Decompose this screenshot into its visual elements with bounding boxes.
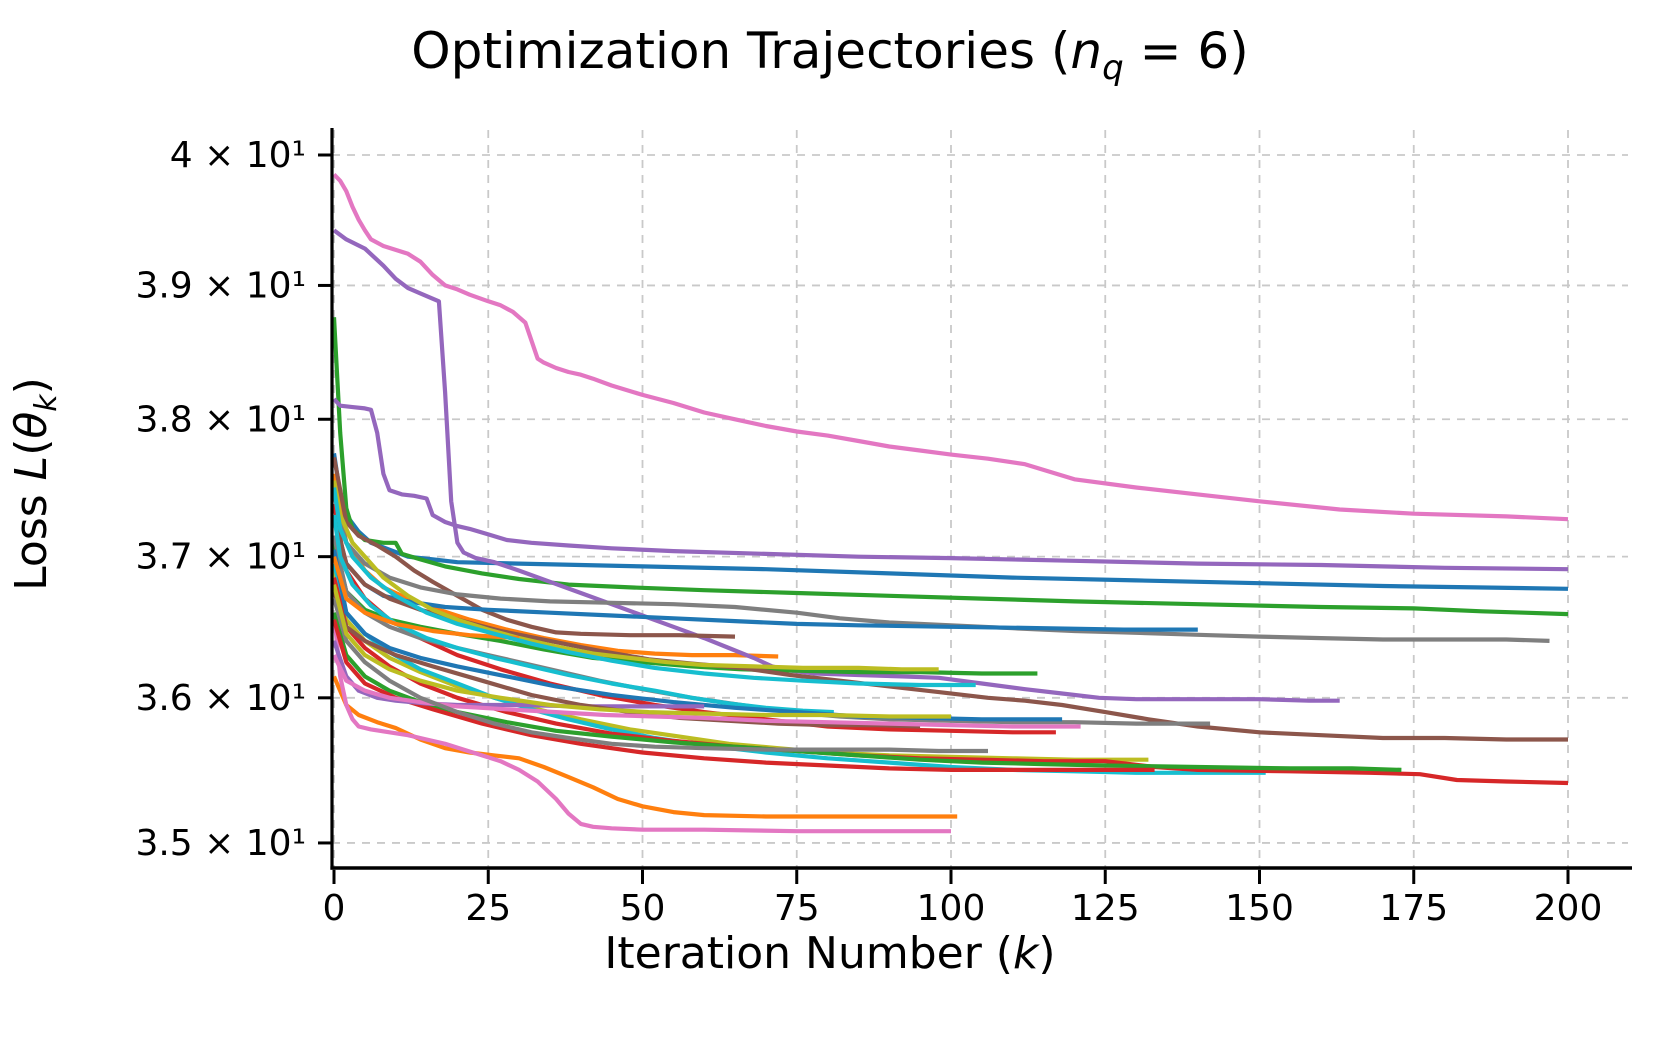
x-tick-label: 150 <box>1225 888 1294 929</box>
trajectory-line-run-08 <box>331 493 1550 643</box>
chart-title-text: Optimization Trajectories ( <box>411 22 1071 80</box>
trajectory-line-run-29 <box>331 584 951 719</box>
trajectory-line-run-12 <box>332 675 958 819</box>
x-axis-label-suffix: ) <box>1038 928 1056 979</box>
y-tick-label: 4 × 10¹ <box>170 135 306 176</box>
trajectory-line-run-11 <box>331 517 1198 632</box>
chart-title-sub: q <box>1102 48 1124 88</box>
chart-title: Optimization Trajectories (nq = 6) <box>0 22 1660 88</box>
x-tick-label: 125 <box>1071 888 1140 929</box>
trajectory-line-run-06 <box>331 457 736 639</box>
x-tick-label: 200 <box>1534 888 1603 929</box>
trajectory-line-run-19 <box>331 480 939 672</box>
y-axis-label-sub: k <box>28 394 64 412</box>
y-axis-label: Loss L(θk) <box>6 234 64 734</box>
y-axis-label-close-paren: ) <box>6 377 57 395</box>
x-tick-label: 25 <box>465 888 511 929</box>
y-axis-label-text: Loss <box>6 480 57 591</box>
x-tick-label: 50 <box>620 888 666 929</box>
x-axis-label-text: Iteration Number ( <box>604 928 1013 979</box>
y-tick-label: 3.7 × 10¹ <box>135 537 306 578</box>
x-tick-label: 100 <box>917 888 986 929</box>
trajectory-line-run-24 <box>331 619 1155 772</box>
y-tick-label: 3.9 × 10¹ <box>135 265 306 306</box>
x-tick-label: 0 <box>323 888 346 929</box>
y-axis-label-var: L <box>6 455 57 481</box>
trajectory-line-run-23 <box>331 612 1402 772</box>
trajectory-line-run-17 <box>331 612 951 834</box>
y-axis-label-open-paren: ( <box>6 438 57 456</box>
y-tick-label: 3.6 × 10¹ <box>135 678 306 719</box>
y-tick-label: 3.8 × 10¹ <box>135 399 306 440</box>
x-axis-label-var: k <box>1012 928 1039 979</box>
trajectory-line-run-28 <box>331 598 988 754</box>
chart-title-var: n <box>1070 22 1103 80</box>
x-tick-label: 175 <box>1379 888 1448 929</box>
trajectory-line-run-26 <box>332 590 921 729</box>
trajectory-line-run-22 <box>331 556 520 641</box>
chart-title-suffix: = 6) <box>1123 22 1249 80</box>
trajectory-line-run-27 <box>332 654 1081 729</box>
trajectory-line-run-15 <box>332 397 1569 572</box>
y-tick-label: 3.5 × 10¹ <box>135 823 306 864</box>
trajectory-line-run-07 <box>332 172 1569 522</box>
x-axis-label: Iteration Number (k) <box>0 928 1660 979</box>
trajectory-line-run-30 <box>331 487 976 688</box>
trajectory-line-run-20 <box>331 514 834 715</box>
trajectory-line-run-09 <box>331 570 1149 762</box>
x-tick-label: 75 <box>774 888 820 929</box>
y-axis-label-theta: θ <box>6 411 57 439</box>
